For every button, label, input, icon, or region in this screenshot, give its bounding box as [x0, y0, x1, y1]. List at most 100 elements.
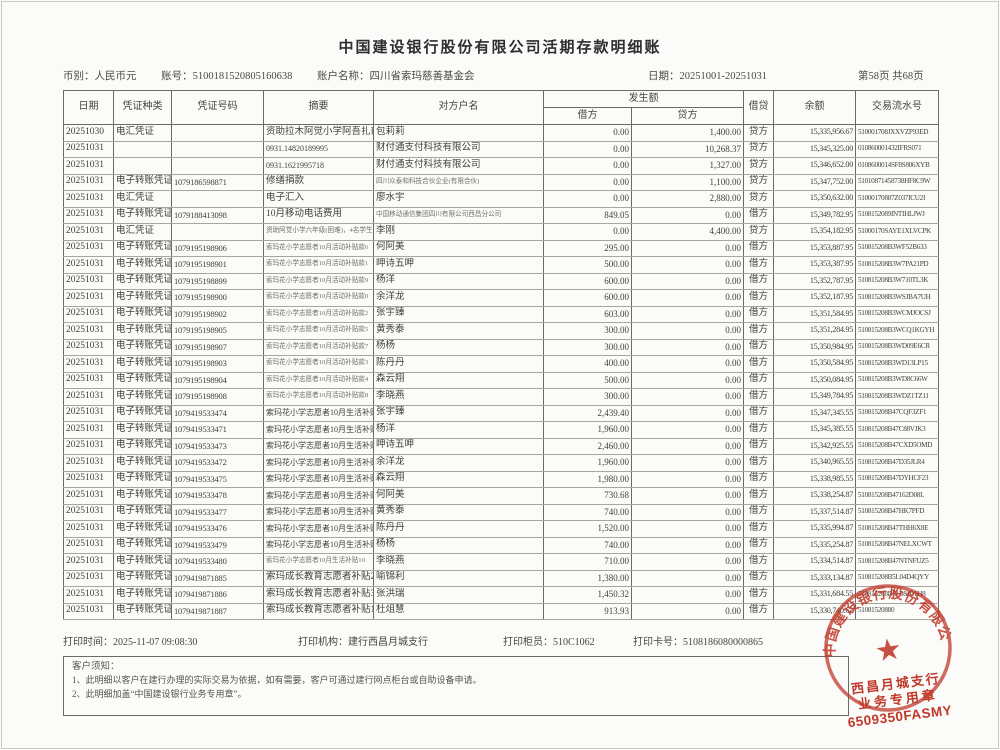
cell-credit: 0.00	[631, 371, 744, 389]
table-row: 20251031 电子转账凭证 1079419871887 索玛成长教育志愿者补贴1 杜…	[63, 602, 939, 620]
cell-date: 20251031	[63, 404, 114, 422]
cell-summary: 索玛花小学志愿者10月活动补贴款4	[263, 371, 374, 389]
cell-balance: 15,351,584.95	[773, 305, 856, 323]
cell-debit: 295.00	[543, 239, 632, 257]
cell-summary: 修缮捐款	[263, 173, 374, 191]
cell-voucher-no	[171, 190, 264, 208]
cell-credit: 4,400.00	[631, 223, 744, 241]
cell-counterparty: 杨杨	[373, 338, 544, 356]
col-summary: 摘要	[263, 90, 374, 125]
table-row: 20251031 电子转账凭证 1079419533475 索玛花小学志愿者10月生活…	[63, 470, 939, 488]
cell-counterparty: 张宇臻	[373, 404, 544, 422]
cell-debit: 600.00	[543, 272, 632, 290]
cell-summary: 索玛花小学志愿者10月生活补贴2	[263, 454, 374, 472]
cell-debit: 1,960.00	[543, 454, 632, 472]
cell-voucher-type: 电子转账凭证	[113, 503, 172, 521]
cell-voucher-no: 1079195198899	[171, 272, 264, 290]
cell-credit: 0.00	[631, 437, 744, 455]
cell-flow-no: 010860001432IFRS071	[855, 140, 939, 158]
cell-flow-no: 510815208B3WCQ1KGYH	[855, 322, 939, 340]
cell-credit: 0.00	[631, 239, 744, 257]
cell-debit: 500.00	[543, 371, 632, 389]
cell-dc-flag: 借方	[743, 421, 774, 439]
cell-credit: 0.00	[631, 421, 744, 439]
cell-counterparty: 森云翔	[373, 470, 544, 488]
cell-date: 20251031	[63, 140, 114, 158]
cell-credit: 1,327.00	[631, 157, 744, 175]
table-row: 20251030 电汇凭证 资助拉木阿觉小学阿吾扎甫 包莉莉 0.00 1,400.00 贷…	[63, 124, 939, 142]
cell-counterparty: 何阿美	[373, 487, 544, 505]
cell-dc-flag: 借方	[743, 553, 774, 571]
cell-debit: 913.93	[543, 602, 632, 620]
cell-flow-no: 510815208B3WD8C66W	[855, 371, 939, 389]
cell-voucher-type: 电子转账凭证	[113, 520, 172, 538]
cell-flow-no: 510815208B3WD09E6CR	[855, 338, 939, 356]
cell-counterparty: 杨洋	[373, 272, 544, 290]
cell-summary: 索玛花小学志愿者10月活动补贴款1	[263, 256, 374, 274]
cell-voucher-type: 电汇凭证	[113, 190, 172, 208]
cell-voucher-type	[113, 140, 172, 158]
cell-credit: 0.00	[631, 586, 744, 604]
statement-table: 日期 凭证种类 凭证号码 摘要 对方户名 发生额 借贷 余额 交易流水号 借方 …	[63, 90, 939, 620]
cell-balance: 15,351,284.95	[773, 322, 856, 340]
cell-date: 20251031	[63, 520, 114, 538]
cell-voucher-type: 电子转账凭证	[113, 338, 172, 356]
cell-counterparty: 李刚	[373, 223, 544, 241]
cell-counterparty: 呷诗五呷	[373, 437, 544, 455]
table-row: 20251031 电汇凭证 资助阿觉小学六年级(困难)，4名学生 李刚 0.00 4,40…	[63, 223, 939, 241]
table-row: 20251031 电子转账凭证 1079195198904 索玛花小学志愿者10月活动…	[63, 371, 939, 389]
cell-summary: 索玛花小学志愿者10月活动补贴款7	[263, 338, 374, 356]
cell-balance: 15,335,956.67	[773, 124, 856, 142]
cell-counterparty: 余洋龙	[373, 289, 544, 307]
cell-counterparty: 财付通支付科技有限公司	[373, 157, 544, 175]
cell-balance: 15,352,187.95	[773, 289, 856, 307]
cell-date: 20251031	[63, 355, 114, 373]
cell-date: 20251031	[63, 173, 114, 191]
cell-voucher-type: 电子转账凭证	[113, 388, 172, 406]
cell-dc-flag: 借方	[743, 470, 774, 488]
cell-credit: 0.00	[631, 470, 744, 488]
cell-balance: 15,340,965.55	[773, 454, 856, 472]
cell-date: 20251031	[63, 553, 114, 571]
cell-balance: 15,346,652.00	[773, 157, 856, 175]
cell-date: 20251031	[63, 421, 114, 439]
table-row: 20251031 电子转账凭证 1079195198908 索玛花小学志愿者10月活动…	[63, 388, 939, 406]
cell-balance: 15,350,084.95	[773, 371, 856, 389]
cell-summary: 电子汇入	[263, 190, 374, 208]
table-row: 20251031 电子转账凭证 1079195198907 索玛花小学志愿者10月活动…	[63, 338, 939, 356]
cell-balance: 15,337,514.87	[773, 503, 856, 521]
cell-summary: 索玛花小学志愿者10月生活补贴6	[263, 520, 374, 538]
cell-credit: 1,400.00	[631, 124, 744, 142]
cell-flow-no: 51010871458738HF8C9W	[855, 173, 939, 191]
cell-counterparty: 财付通支付科技有限公司	[373, 140, 544, 158]
cell-credit: 0.00	[631, 503, 744, 521]
cell-flow-no: 510001708JXXVZP93ED	[855, 124, 939, 142]
cell-credit: 0.00	[631, 602, 744, 620]
cell-balance: 15,353,387.95	[773, 256, 856, 274]
cell-debit: 603.00	[543, 305, 632, 323]
cell-voucher-type: 电子转账凭证	[113, 536, 172, 554]
cell-dc-flag: 借方	[743, 305, 774, 323]
table-row: 20251031 电子转账凭证 1079419533471 索玛花小学志愿者10月生活…	[63, 421, 939, 439]
cell-date: 20251031	[63, 322, 114, 340]
cell-balance: 15,354,182.95	[773, 223, 856, 241]
cell-dc-flag: 借方	[743, 371, 774, 389]
customer-notes: 客户须知： 1、此明细以客户在建行办理的实际交易为依据，如有需要，客户可通过建行…	[63, 656, 849, 716]
cell-debit: 740.00	[543, 536, 632, 554]
cell-dc-flag: 借方	[743, 487, 774, 505]
cell-voucher-no: 1079195198904	[171, 371, 264, 389]
cell-credit: 0.00	[631, 355, 744, 373]
cell-dc-flag: 借方	[743, 404, 774, 422]
cell-debit: 2,439.40	[543, 404, 632, 422]
cell-flow-no: 510815208B47CXD5OMD	[855, 437, 939, 455]
cell-counterparty: 李晓燕	[373, 553, 544, 571]
cell-voucher-no: 1079419533476	[171, 520, 264, 538]
cell-summary: 索玛成长教育志愿者补贴2	[263, 569, 374, 587]
cell-summary: 索玛花小学志愿者10月活动补贴款9	[263, 272, 374, 290]
cell-flow-no: 51000170887Z037ICU2I	[855, 190, 939, 208]
cell-counterparty: 陈丹丹	[373, 520, 544, 538]
cell-counterparty: 何阿美	[373, 239, 544, 257]
cell-dc-flag: 借方	[743, 289, 774, 307]
cell-debit: 300.00	[543, 322, 632, 340]
cell-dc-flag: 贷方	[743, 124, 774, 142]
